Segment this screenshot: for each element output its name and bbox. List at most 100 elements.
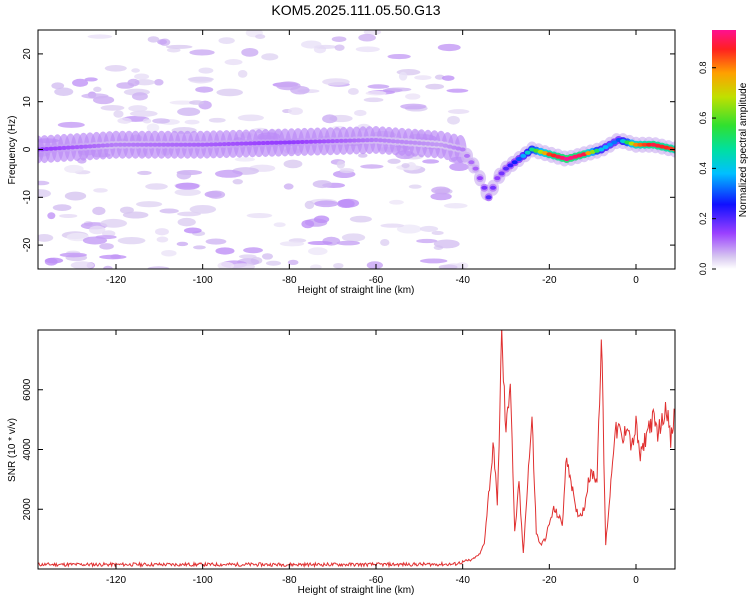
- ridge-peak: [472, 166, 479, 171]
- heatmap-blob: [38, 189, 52, 198]
- colorbar-gradient: [712, 30, 736, 269]
- heatmap-blob: [301, 219, 315, 229]
- heatmap-blob: [93, 86, 102, 92]
- heatmap-blob: [51, 82, 65, 90]
- ridge-peak: [325, 139, 332, 144]
- ridge-peak: [178, 142, 184, 147]
- ridge-peak: [234, 141, 241, 146]
- ridge-peak: [269, 140, 275, 145]
- ridge-peak: [82, 144, 89, 149]
- heatmap-blob: [358, 153, 368, 158]
- heatmap-blob: [54, 87, 74, 97]
- heatmap-blob: [341, 233, 366, 242]
- ridge-peak: [204, 142, 210, 147]
- heatmap-blob: [38, 180, 50, 186]
- heatmap-blob: [128, 105, 148, 112]
- heatmap-blob: [187, 76, 214, 82]
- ridge-peak: [217, 142, 223, 147]
- ridge-peak: [169, 142, 176, 147]
- heatmap-blob: [354, 109, 367, 117]
- heatmap-blob: [447, 115, 460, 125]
- spectrogram-x-tick-label: -80: [282, 275, 297, 286]
- colorbar-tick-label: 0.4: [698, 162, 708, 175]
- heatmap-blob: [363, 97, 384, 103]
- heatmap-blob: [408, 184, 422, 189]
- ridge-peak: [394, 139, 401, 144]
- spectrogram-x-tick-label: -120: [106, 275, 126, 286]
- heatmap-blob: [198, 67, 214, 74]
- ridge-peak: [182, 142, 189, 147]
- ridge-peak: [390, 139, 397, 144]
- heatmap-blob: [300, 40, 322, 49]
- heatmap-blob: [230, 263, 256, 269]
- ridge-peak: [143, 142, 150, 147]
- heatmap-blob: [419, 258, 448, 264]
- ridge-peak: [416, 141, 423, 146]
- heatmap-blob: [246, 213, 273, 219]
- heatmap-blob: [159, 208, 179, 214]
- heatmap-blob: [156, 236, 169, 243]
- heatmap-blob: [152, 118, 170, 124]
- ridge-peak: [360, 138, 366, 143]
- heatmap-blob: [104, 64, 127, 72]
- ridge-peak: [321, 139, 327, 144]
- ridge-peak: [468, 160, 475, 165]
- heatmap-blob: [430, 192, 452, 201]
- ridge-peak: [524, 150, 531, 155]
- ridge-peak: [113, 142, 119, 147]
- heatmap-blob: [380, 238, 390, 247]
- spectrogram-y-tick-label: -20: [22, 237, 33, 252]
- spectrogram-y-tick-label: 0: [22, 146, 33, 152]
- heatmap-blob: [380, 223, 405, 228]
- snr-x-tick-label: -40: [455, 575, 470, 586]
- spectrogram-x-tick-label: -40: [455, 275, 470, 286]
- heatmap-blob: [154, 228, 169, 236]
- heatmap-blob: [174, 188, 201, 196]
- heatmap-blob: [339, 168, 355, 174]
- snr-frame: [37, 329, 676, 570]
- ridge-peak: [152, 142, 158, 147]
- ridge-peak: [407, 140, 414, 145]
- heatmap-blob: [117, 237, 146, 245]
- colorbar-tick-label: 0.6: [698, 112, 708, 125]
- heatmap-blob: [189, 49, 215, 56]
- heatmap-blob: [100, 105, 125, 111]
- spectrogram-xlabel: Height of straight line (km): [298, 285, 415, 296]
- heatmap-blob: [134, 79, 155, 86]
- heatmap-blob: [72, 78, 89, 87]
- ridge-peak: [225, 142, 232, 147]
- ridge-peak: [69, 145, 76, 150]
- ridge-peak: [481, 185, 488, 190]
- heatmap-blob: [433, 239, 460, 249]
- heatmap-blob: [389, 199, 404, 205]
- heatmap-blob: [81, 93, 109, 99]
- ridge-peak: [403, 140, 410, 145]
- heatmap-blob: [443, 203, 468, 209]
- heatmap-blob: [59, 213, 78, 219]
- heatmap-blob: [387, 158, 401, 164]
- ridge-peak: [139, 142, 145, 147]
- heatmap-blob: [154, 79, 164, 86]
- heatmap-blob: [99, 243, 114, 250]
- heatmap-blob: [59, 252, 88, 258]
- heatmap-blob: [189, 204, 217, 214]
- heatmap-blob: [358, 33, 376, 42]
- heatmap-blob: [116, 82, 135, 89]
- ridge-peak: [351, 138, 358, 143]
- ridge-peak: [65, 145, 72, 150]
- snr-x-tick-label: -80: [282, 575, 297, 586]
- heatmap-blob: [405, 93, 421, 100]
- heatmap-blob: [177, 107, 201, 116]
- heatmap-blob: [145, 183, 168, 190]
- ridge-peak: [464, 153, 470, 158]
- heatmap-blob: [218, 37, 235, 44]
- heatmap-blob: [265, 260, 282, 266]
- heatmap-blob: [52, 204, 72, 211]
- ridge-peak: [87, 144, 93, 149]
- ridge-peak: [230, 141, 236, 146]
- heatmap-blob: [312, 180, 332, 189]
- heatmap-blob: [336, 240, 361, 246]
- ridge-peak: [260, 141, 267, 146]
- ridge-peak: [195, 142, 202, 147]
- snr-y-tick-label: 6000: [22, 378, 33, 401]
